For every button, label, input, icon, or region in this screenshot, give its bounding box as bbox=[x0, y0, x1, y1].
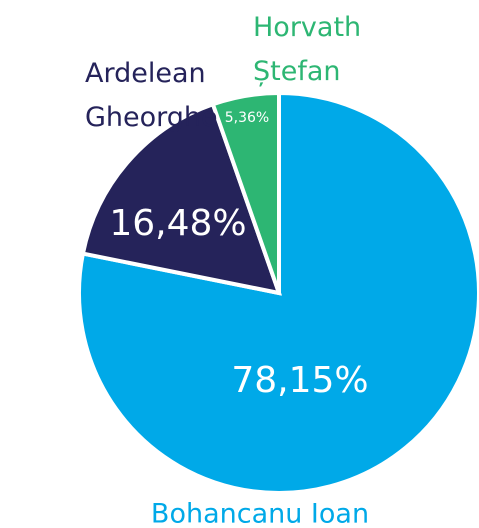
pie-slice bbox=[210, 90, 281, 294]
pie-slice bbox=[80, 101, 283, 296]
value-label: 78,15% bbox=[231, 360, 368, 401]
value-label: 16,48% bbox=[109, 203, 246, 244]
slice-label: Ardelean Gheorghe bbox=[85, 58, 218, 133]
value-label: 5,36% bbox=[225, 110, 269, 126]
slice-label: Horvath Ștefan bbox=[253, 12, 361, 87]
slice-label: Bohancanu Ioan bbox=[151, 499, 369, 528]
